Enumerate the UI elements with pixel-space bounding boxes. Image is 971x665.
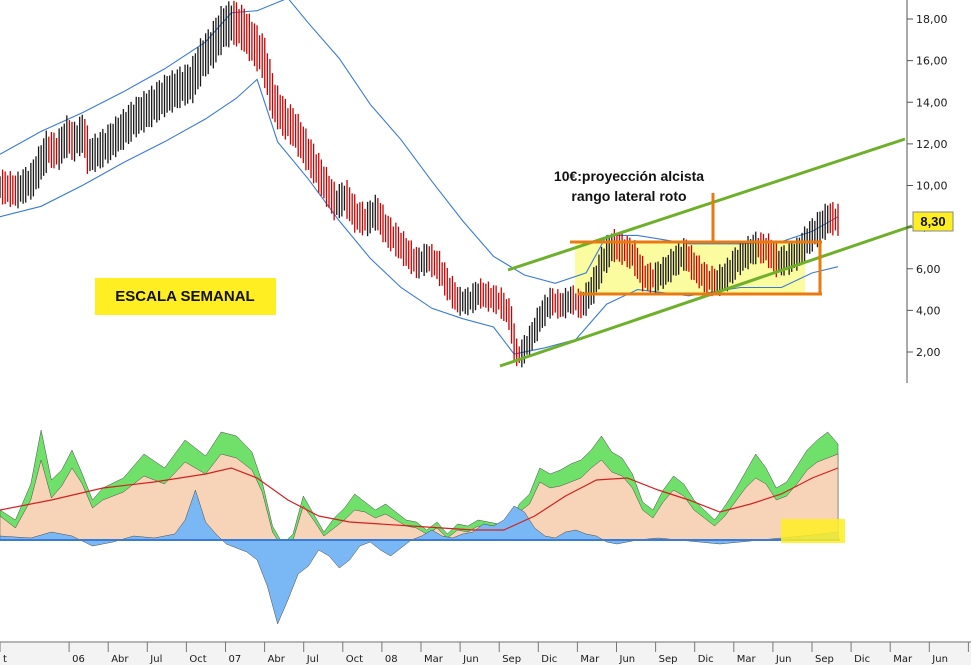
oscillator-signal-line	[0, 467, 839, 531]
annotation-projection: 10€:proyección alcista	[554, 168, 704, 184]
last-price-label: 8,30	[920, 214, 945, 229]
x-tick-label: Mar	[737, 654, 757, 665]
x-tick-label: Sep	[659, 654, 678, 665]
oscillator-highlight	[781, 519, 845, 543]
y-tick-label: 6,00	[916, 263, 941, 276]
scale-label-box	[95, 278, 276, 315]
x-tick-label: 08	[385, 654, 398, 665]
x-tick-label: 06	[72, 654, 85, 665]
x-tick-label: t	[3, 654, 7, 665]
time-axis: t 06 Abr Jul Oct 07 Abr Jul Oct 08 Mar Jun Sep Dic Mar…	[0, 641, 971, 665]
x-tick-label: Oct	[189, 654, 206, 665]
y-tick-label: 2,00	[916, 346, 941, 359]
y-tick-label: 16,00	[916, 55, 948, 68]
price-panel: 10€:proyección alcista rango lateral rot…	[0, 0, 913, 368]
x-tick-label: Abr	[268, 654, 286, 665]
x-tick-label: Oct	[346, 654, 363, 665]
x-tick-label: Dic	[541, 654, 557, 665]
y-tick-label: 18,00	[916, 13, 948, 26]
x-tick-label: Dic	[698, 654, 714, 665]
y-tick-label: 10,00	[916, 180, 948, 193]
lower-trend-line	[499, 224, 913, 368]
x-tick-label: Jun	[462, 654, 479, 665]
price-candles	[0, 0, 839, 368]
y-tick-label: 4,00	[916, 304, 941, 317]
x-tick-label: Sep	[815, 654, 834, 665]
price-axis: 2,004,006,008,0010,0012,0014,0016,0018,0…	[906, 0, 954, 383]
x-tick-label: Jul	[149, 654, 162, 665]
oscillator-panel	[0, 429, 845, 625]
x-tick-label: Abr	[111, 654, 129, 665]
oscillator-area-blue	[0, 489, 839, 625]
scale-label: ESCALA SEMANAL	[115, 288, 254, 305]
x-tick-label: Mar	[893, 654, 913, 665]
time-axis-bar	[0, 641, 971, 665]
x-tick-label: Jun	[931, 654, 948, 665]
x-tick-label: Jun	[619, 654, 636, 665]
upper-trend-line	[507, 137, 906, 272]
y-tick-label: 12,00	[916, 138, 948, 151]
y-tick-label: 14,00	[916, 96, 948, 109]
annotation-range-broken: rango lateral roto	[571, 188, 686, 204]
x-tick-label: Dic	[854, 654, 870, 665]
x-tick-label: 07	[229, 654, 242, 665]
last-price-box	[912, 211, 954, 232]
x-tick-label: Jul	[306, 654, 319, 665]
oscillator-areas	[0, 429, 839, 625]
x-tick-label: Mar	[424, 654, 444, 665]
x-tick-label: Sep	[502, 654, 521, 665]
x-tick-label: Mar	[580, 654, 600, 665]
x-tick-label: Jun	[775, 654, 792, 665]
oscillator-area-peach	[0, 453, 839, 549]
